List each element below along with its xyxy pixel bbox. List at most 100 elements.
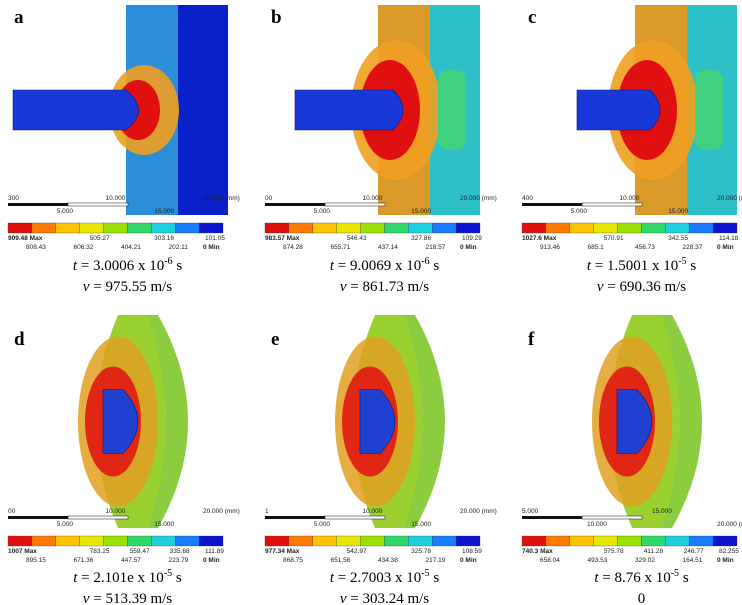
projectile [359, 389, 396, 454]
colorbar-cell [455, 222, 481, 234]
legend-label: 542.97 [347, 548, 367, 555]
legend-label: 434.38 [378, 557, 398, 564]
legend-label: 0 Min [460, 244, 477, 251]
colorbar-cell [55, 535, 80, 547]
time-symbol: t [73, 258, 78, 274]
legend-label: 223.79 [169, 557, 189, 564]
legend-label: 546.43 [347, 235, 367, 242]
scale-label: 20.000 (mm) [460, 508, 497, 515]
legend-label: 493.53 [588, 557, 608, 564]
colorbar-cell [175, 222, 200, 234]
colorbar-cell [569, 222, 594, 234]
panel-label: b [271, 7, 282, 28]
legend-label: 82.255 [719, 548, 739, 555]
scale-label: 400 [522, 195, 533, 202]
colorbar-cell [198, 222, 224, 234]
panel-label: d [14, 329, 25, 350]
colorbar-cell [55, 222, 80, 234]
time-value: = 3.0006 x 10 [77, 258, 164, 274]
legend-label: 559.47 [130, 548, 150, 555]
velocity-symbol: v [340, 591, 347, 605]
legend-label: 575.78 [604, 548, 624, 555]
scale-label: 15.000 [154, 208, 174, 215]
time-unit: s [687, 258, 697, 274]
colorbar-cell [665, 222, 690, 234]
legend-label: 164.51 [683, 557, 703, 564]
scale-label: 15.000 [652, 508, 672, 515]
scale-bar [324, 515, 386, 520]
velocity-caption: v = 513.39 m/s [83, 591, 172, 605]
colorbar-cell [617, 222, 642, 234]
scale-label: 10.000 [587, 521, 607, 528]
scale-label: 20.000 (mm) [203, 508, 240, 515]
legend-label: 456.73 [635, 244, 655, 251]
legend-label: 505.27 [90, 235, 110, 242]
colorbar-cell [521, 535, 547, 547]
legend-label: 655.71 [331, 244, 351, 251]
colorbar-cell [288, 535, 313, 547]
panel: a 300 5.000 10.000 15.000 20.000 (mm) 909.48 M… [7, 5, 240, 295]
projectile [12, 89, 139, 131]
panel: b 00 5.000 10.000 15.000 20.000 (mm) 983.57 Ma… [264, 5, 497, 295]
colorbar-cell [408, 535, 433, 547]
time-value: = 2.7003 x 10 [334, 570, 421, 586]
legend-label: 0 Min [717, 557, 734, 564]
scale-label: 20.000 (mm) [460, 195, 497, 202]
legend-label: 606.32 [74, 244, 94, 251]
colorbar-cell [384, 535, 409, 547]
legend-label: 983.57 Max [265, 235, 300, 242]
velocity-caption: v = 975.55 m/s [83, 279, 172, 295]
legend-label: 404.21 [121, 244, 141, 251]
scale-label: 10.000 [363, 195, 383, 202]
colorbar-cell [31, 535, 56, 547]
time-exponent: -5 [421, 568, 429, 579]
legend-label: 246.77 [684, 548, 704, 555]
scale-label: 20.000 (mm) [717, 195, 742, 202]
scale-bar [67, 515, 129, 520]
panel-label: c [528, 7, 536, 28]
scale-label: 10.000 [363, 508, 383, 515]
colorbar-cell [79, 222, 104, 234]
colorbar-cell [593, 535, 618, 547]
legend-label: 1007 Max [8, 548, 37, 555]
legend-label: 570.91 [604, 235, 624, 242]
velocity-caption: v = 861.73 m/s [340, 279, 429, 295]
time-symbol: t [587, 258, 592, 274]
projectile [576, 89, 661, 131]
legend-label: 202.11 [169, 244, 189, 251]
colorbar-cell [151, 535, 176, 547]
plate-back [176, 5, 228, 215]
panel: f 5.000 10.000 15.000 20.000 (mm) 740.3 Max 57… [521, 315, 742, 605]
colorbar-cell [641, 535, 666, 547]
legend-label: 1027.6 Max [522, 235, 557, 242]
legend-label: 651.56 [331, 557, 351, 564]
colorbar-cell [689, 222, 714, 234]
colorbar-cell [7, 535, 33, 547]
colorbar-cell [569, 535, 594, 547]
legend-label: 437.14 [378, 244, 398, 251]
colorbar-cell [79, 535, 104, 547]
colorbar-cell [689, 535, 714, 547]
colorbar-cell [103, 222, 128, 234]
legend-label: 218.57 [426, 244, 446, 251]
time-caption: t = 1.5001 x 10-5 s [587, 256, 696, 274]
colorbar-cell [360, 222, 385, 234]
panel: c 400 5.000 10.000 15.000 20.000 (mm) 1027.6 M… [521, 5, 742, 295]
projectile [294, 89, 404, 131]
colorbar-cell [264, 535, 290, 547]
scale-label: 1 [265, 508, 269, 515]
legend-label: 101.05 [205, 235, 225, 242]
time-value: = 1.5001 x 10 [591, 258, 678, 274]
legend-label: 111.89 [205, 548, 224, 555]
colorbar-cell [432, 535, 457, 547]
legend-label: 335.68 [170, 548, 190, 555]
time-unit: s [430, 258, 440, 274]
legend-label: 0 Min [460, 557, 477, 564]
time-value: = 2.101e x 10 [77, 570, 163, 586]
velocity-symbol: v [340, 279, 347, 295]
scale-label: 15.000 [668, 208, 688, 215]
legend-label: 783.25 [90, 548, 110, 555]
legend-label: 447.57 [121, 557, 141, 564]
panel-label: e [271, 329, 279, 350]
